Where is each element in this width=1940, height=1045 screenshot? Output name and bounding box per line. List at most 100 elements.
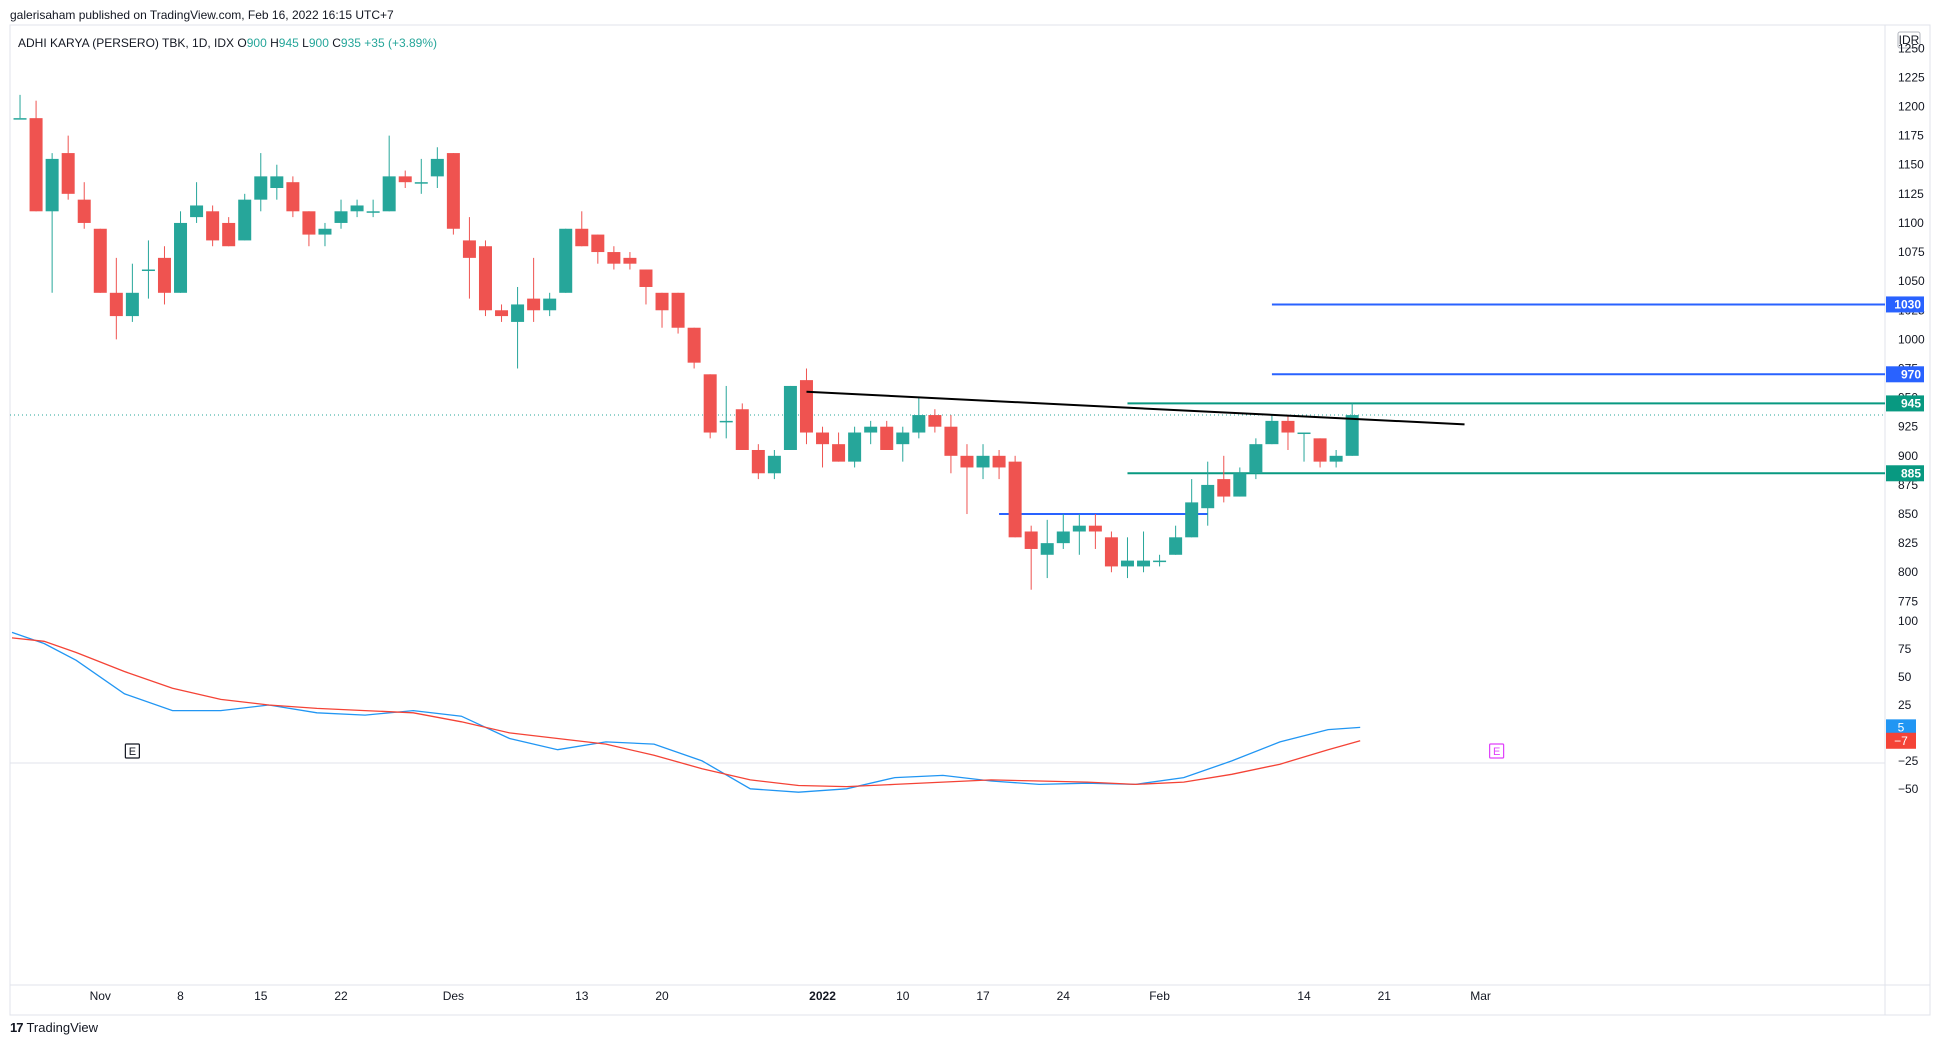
candle-body [1345,415,1359,456]
candle-body [848,432,862,462]
open-value: 900 [246,36,267,50]
level-price-tag [1886,465,1924,482]
candle-body [783,385,797,450]
candle-body [462,240,476,258]
low-label: L [302,36,309,50]
time-tick-label: 15 [254,989,268,1003]
candle-body [976,455,990,468]
candle-body [1169,537,1183,555]
candle-body [1088,525,1102,532]
price-tick-label: 1100 [1898,216,1924,230]
time-tick-label: 17 [976,989,990,1003]
candle-body [1040,543,1054,555]
candle-body [511,304,525,322]
high-label: H [270,36,279,50]
stochastic-axis[interactable]: −50 −25 25 50 75 100 [1898,614,1919,796]
candle-body [254,176,268,200]
candle-body [944,426,958,456]
candle-body [864,426,878,433]
chart-frame [9,24,1931,1016]
candle-body [1104,537,1118,567]
earnings-marker [124,743,140,759]
price-tick-label: 1175 [1898,129,1924,143]
time-tick-label: 10 [896,989,910,1003]
candle-body [912,415,926,433]
candle-body [1297,432,1311,435]
close-label: C [332,36,341,50]
candle-body [1217,479,1231,497]
stochastic-tick-label: 75 [1898,642,1912,656]
candle-body [1249,444,1263,474]
price-tick-label: 925 [1898,420,1918,434]
time-tick-label: Nov [90,989,111,1003]
time-tick-label: Mar [1470,989,1491,1003]
candle-body [1281,420,1295,433]
close-value: 935 [340,36,361,50]
candle-body [928,415,942,427]
tradingview-logo-text: TradingView [26,1020,99,1035]
stochastic-value-tag-label: −7 [1894,734,1908,748]
candle-body [29,118,43,212]
tradingview-logo[interactable]: 17 TradingView [10,1020,98,1035]
candle-body [61,153,75,194]
candle-body [238,199,252,241]
price-tick-label: 1200 [1898,100,1925,114]
candle-body [623,257,637,264]
candle-body [1233,473,1247,497]
candle-body [286,182,300,212]
low-value: 900 [308,36,329,50]
candle-body [703,374,717,433]
candle-body [1120,560,1134,567]
candle-body [334,211,348,223]
candle-body [93,228,107,293]
price-tick-label: 800 [1898,565,1918,579]
price-axis[interactable]: IDR7758008258508759009259509751000102510… [1897,31,1925,608]
price-pane[interactable]: 1030 970 945 885 E E [10,94,1924,759]
candle-body [832,444,846,462]
candle-body [318,228,332,235]
candle-body [190,205,204,218]
candle-body [960,455,974,468]
currency-label: IDR [1899,33,1920,47]
candle-body [719,420,733,423]
candle-body [446,153,460,229]
time-tick-label: 8 [177,989,184,1003]
level-price-tag [1886,366,1924,383]
candle-body [382,176,396,212]
price-tick-label: 875 [1898,478,1918,492]
price-tick-label: 1125 [1898,187,1924,201]
open-label: O [237,36,247,50]
candle-body [543,298,557,311]
candle-body [1185,502,1199,538]
price-tick-label: 1250 [1898,41,1925,55]
currency-box [1897,31,1921,49]
candle-body [77,199,91,223]
candle-body [655,292,669,311]
time-tick-label: Feb [1149,989,1170,1003]
time-axis[interactable]: Nov 8 15 22 Des 13 20 2022 10 17 24 Feb 14 21 Mar [90,989,1491,1003]
candle-body [45,158,59,212]
time-tick-label: 20 [655,989,669,1003]
time-tick-label: 24 [1057,989,1071,1003]
level-price-tag [1886,296,1924,313]
stochastic-pane[interactable]: 5−7 [11,631,1916,793]
time-tick-label: Des [443,989,464,1003]
candle-body [671,292,685,328]
candle-body [687,327,701,363]
candle-body [350,205,364,212]
time-tick-label: 2022 [809,989,836,1003]
earnings-marker-label: E [1493,746,1500,758]
candle-body [1072,525,1086,532]
level-price-tag-label: 970 [1901,367,1921,381]
candle-body [366,211,380,213]
stochastic-tick-label: 50 [1898,670,1912,684]
candle-body [495,310,509,317]
stochastic-value-tag-label: 5 [1898,720,1905,734]
trend-line [806,390,1465,426]
stochastic-tick-label: −25 [1898,754,1919,768]
price-tick-label: 775 [1898,594,1918,608]
candle-body [1265,420,1279,445]
time-tick-label: 22 [334,989,348,1003]
candle-body [896,432,910,445]
